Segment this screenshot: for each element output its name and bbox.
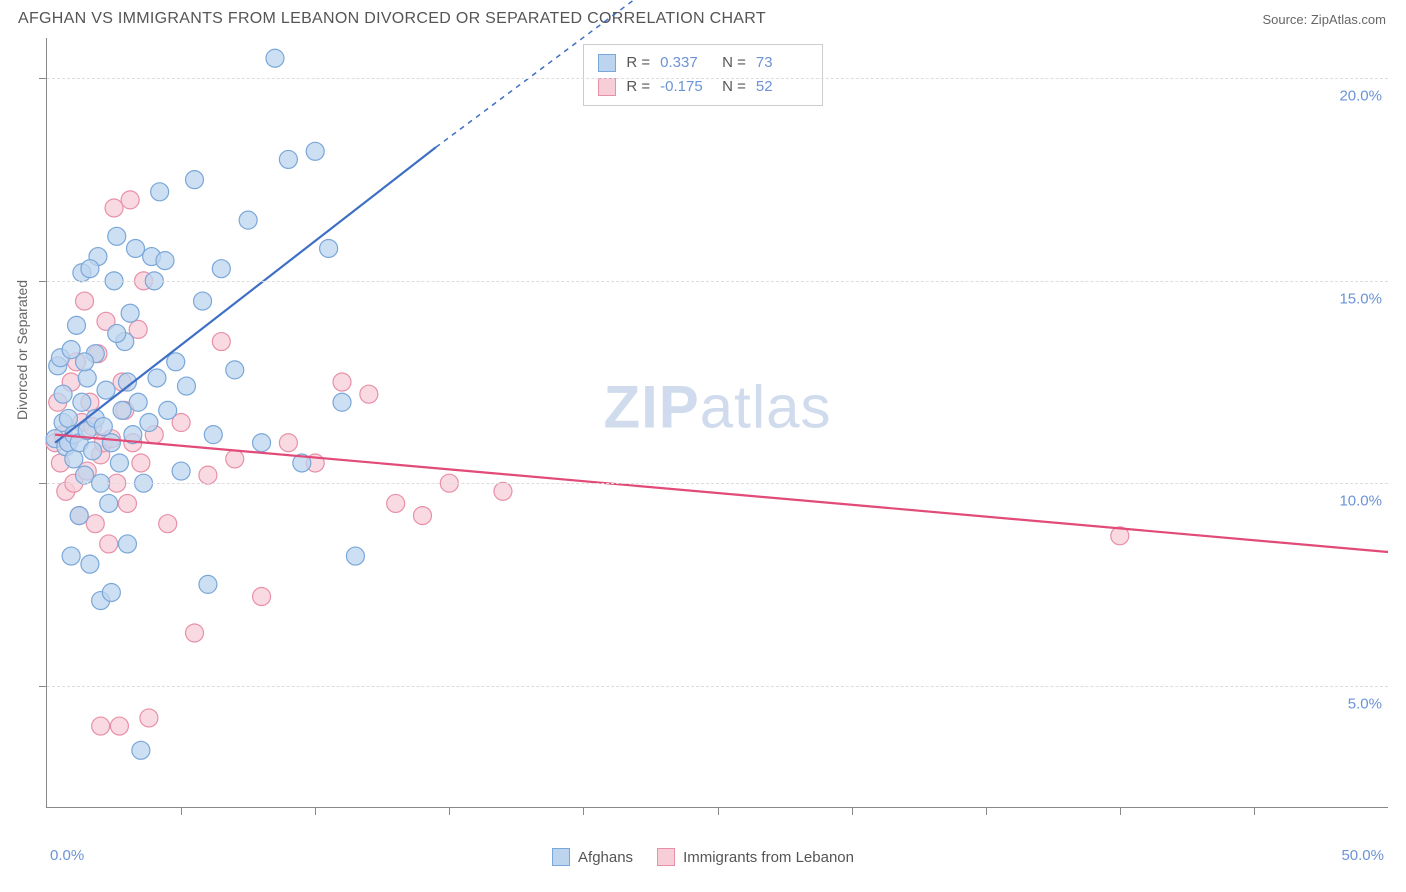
source-attribution: Source: ZipAtlas.com (1262, 12, 1386, 27)
x-axis-max-label: 50.0% (1341, 847, 1384, 864)
swatch-afghans-icon (598, 54, 616, 72)
legend-label-afghans: Afghans (578, 849, 633, 866)
legend-item-lebanon: Immigrants from Lebanon (657, 848, 854, 866)
legend-item-afghans: Afghans (552, 848, 633, 866)
r-value-afghans: 0.337 (660, 51, 712, 75)
source-name: ZipAtlas.com (1311, 12, 1386, 27)
legend-label-lebanon: Immigrants from Lebanon (683, 849, 854, 866)
plot-area: ZIPatlas R = 0.337 N = 73 R = -0.175 N =… (46, 38, 1388, 808)
r-label: R = (626, 51, 650, 75)
scatter-svg (47, 38, 1388, 807)
chart-header: AFGHAN VS IMMIGRANTS FROM LEBANON DIVORC… (0, 0, 1406, 34)
stats-legend-box: R = 0.337 N = 73 R = -0.175 N = 52 (583, 44, 823, 106)
x-axis-min-label: 0.0% (50, 847, 84, 864)
source-prefix: Source: (1262, 12, 1310, 27)
n-value-afghans: 73 (756, 51, 808, 75)
stats-row-afghans: R = 0.337 N = 73 (598, 51, 808, 75)
y-axis-title: Divorced or Separated (14, 280, 30, 420)
legend-bottom: Afghans Immigrants from Lebanon (552, 848, 854, 866)
swatch-lebanon-icon (598, 78, 616, 96)
chart-title: AFGHAN VS IMMIGRANTS FROM LEBANON DIVORC… (18, 10, 766, 28)
swatch-lebanon-icon (657, 848, 675, 866)
n-label: N = (722, 51, 746, 75)
swatch-afghans-icon (552, 848, 570, 866)
